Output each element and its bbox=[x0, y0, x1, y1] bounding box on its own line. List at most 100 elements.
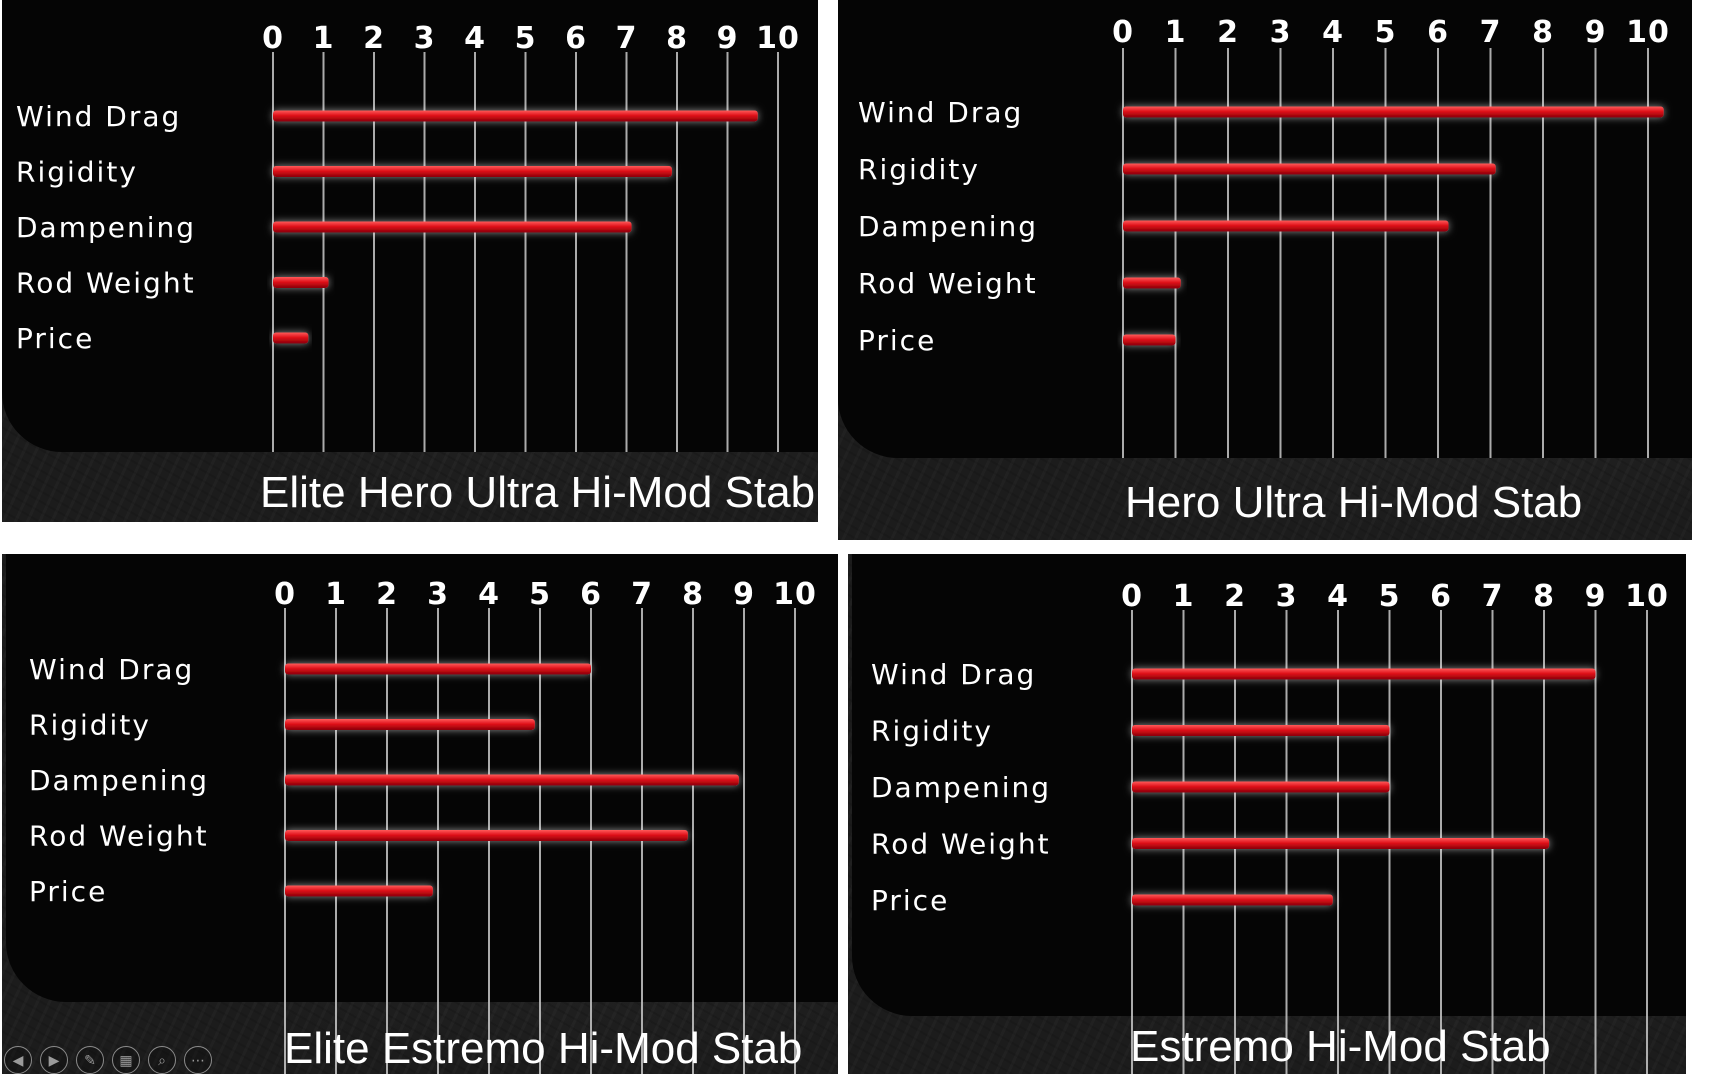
bar-chart: 0 1 2 3 4 5 6 7 8 9 10 Wind Drag Rigidity Dampening Ro… bbox=[858, 15, 1670, 458]
category-label: Dampening bbox=[871, 771, 1051, 804]
bar-wind-drag bbox=[285, 663, 591, 675]
x-tick-label: 5 bbox=[515, 21, 537, 56]
pen-icon[interactable]: ✎ bbox=[76, 1046, 104, 1074]
slideshow-controls: ◀ ▶ ✎ ▦ ⌕ ⋯ bbox=[4, 1046, 212, 1074]
bar-dampening bbox=[273, 221, 632, 233]
x-tick-label: 3 bbox=[1276, 579, 1298, 614]
bar-rod-weight bbox=[1132, 838, 1550, 849]
bar-wind-drag bbox=[1123, 106, 1664, 118]
x-tick-label: 3 bbox=[1270, 15, 1292, 50]
bar-price bbox=[1123, 334, 1176, 346]
category-label: Price bbox=[16, 322, 94, 355]
x-tick-label: 2 bbox=[376, 577, 398, 612]
category-label: Wind Drag bbox=[16, 100, 181, 133]
bar-rod-weight bbox=[285, 830, 688, 841]
bar-rigidity bbox=[1123, 163, 1496, 175]
category-label: Rod Weight bbox=[858, 267, 1038, 300]
slides-icon[interactable]: ▦ bbox=[112, 1046, 140, 1074]
x-tick-label: 4 bbox=[464, 21, 486, 56]
category-label: Rigidity bbox=[16, 156, 138, 189]
x-tick-label: 9 bbox=[1585, 579, 1607, 614]
x-tick-label: 0 bbox=[262, 21, 284, 56]
chart-title: Elite Estremo Hi-Mod Stab bbox=[284, 1024, 803, 1073]
bar-rod-weight bbox=[1123, 277, 1181, 289]
x-tick-label: 8 bbox=[1532, 15, 1554, 50]
bar-price bbox=[273, 332, 309, 344]
bar-rod-weight bbox=[273, 277, 329, 288]
bar-chart: 0 1 2 3 4 5 6 7 8 9 10 Wind Drag Rigidity Dampening Ro… bbox=[871, 579, 1669, 1074]
x-tick-label: 1 bbox=[325, 577, 347, 612]
x-tick-label: 2 bbox=[1217, 15, 1239, 50]
chart-panel-estremo: 0 1 2 3 4 5 6 7 8 9 10 Wind Drag Rigidity Dampening Ro… bbox=[848, 554, 1686, 1074]
x-tick-label: 9 bbox=[733, 577, 755, 612]
chart-panel-elite-hero-ultra: 0 1 2 3 4 5 6 7 8 9 10 Wind Drag Rigidity Dampening Ro… bbox=[2, 0, 818, 522]
x-tick-label: 10 bbox=[756, 21, 800, 56]
bar-price bbox=[285, 885, 433, 897]
x-tick-label: 7 bbox=[631, 577, 653, 612]
next-icon[interactable]: ▶ bbox=[40, 1046, 68, 1074]
chart-title: Elite Hero Ultra Hi-Mod Stab bbox=[260, 468, 816, 517]
category-label: Wind Drag bbox=[858, 96, 1023, 129]
x-tick-label: 9 bbox=[1585, 15, 1607, 50]
category-label: Price bbox=[871, 884, 949, 917]
bar-chart: 0 1 2 3 4 5 6 7 8 9 10 Wind Drag Rigidity Dampening Ro… bbox=[29, 577, 817, 1074]
x-tick-label: 8 bbox=[682, 577, 704, 612]
category-label: Rod Weight bbox=[871, 828, 1051, 861]
category-label: Dampening bbox=[29, 764, 209, 797]
x-tick-label: 10 bbox=[773, 577, 817, 612]
bar-dampening bbox=[285, 774, 739, 786]
x-tick-label: 0 bbox=[1121, 579, 1143, 614]
previous-icon[interactable]: ◀ bbox=[4, 1046, 32, 1074]
x-tick-label: 4 bbox=[478, 577, 500, 612]
category-label: Rigidity bbox=[871, 715, 993, 748]
x-tick-label: 2 bbox=[1224, 579, 1246, 614]
zoom-icon[interactable]: ⌕ bbox=[148, 1046, 176, 1074]
category-label: Rigidity bbox=[858, 153, 980, 186]
bar-rigidity bbox=[273, 166, 672, 177]
bar-rigidity bbox=[285, 719, 535, 730]
x-tick-label: 1 bbox=[1165, 15, 1187, 50]
x-tick-label: 1 bbox=[313, 21, 335, 56]
x-tick-label: 7 bbox=[1480, 15, 1502, 50]
x-tick-label: 0 bbox=[1112, 15, 1134, 50]
category-label: Rigidity bbox=[29, 709, 151, 742]
x-tick-label: 5 bbox=[1375, 15, 1397, 50]
bar-rigidity bbox=[1132, 725, 1390, 736]
x-tick-label: 8 bbox=[1533, 579, 1555, 614]
chart-panel-elite-estremo: 0 1 2 3 4 5 6 7 8 9 10 Wind Drag Rigidity Dampening Ro… bbox=[2, 554, 838, 1074]
x-tick-label: 8 bbox=[666, 21, 688, 56]
x-tick-label: 7 bbox=[616, 21, 638, 56]
x-tick-label: 0 bbox=[274, 577, 296, 612]
x-tick-label: 7 bbox=[1482, 579, 1504, 614]
category-label: Rod Weight bbox=[16, 267, 196, 300]
x-tick-label: 3 bbox=[427, 577, 449, 612]
chart-title: Hero Ultra Hi-Mod Stab bbox=[1125, 478, 1583, 527]
x-tick-label: 6 bbox=[1430, 579, 1452, 614]
x-tick-label: 1 bbox=[1173, 579, 1195, 614]
chart-panel-hero-ultra: 0 1 2 3 4 5 6 7 8 9 10 Wind Drag Rigidity Dampening Ro… bbox=[838, 0, 1692, 540]
category-label: Wind Drag bbox=[871, 658, 1036, 691]
category-label: Price bbox=[29, 875, 107, 908]
category-label: Dampening bbox=[858, 210, 1038, 243]
x-tick-label: 6 bbox=[1427, 15, 1449, 50]
more-icon[interactable]: ⋯ bbox=[184, 1046, 212, 1074]
bar-dampening bbox=[1123, 220, 1449, 232]
bar-wind-drag bbox=[273, 110, 758, 122]
bar-dampening bbox=[1132, 781, 1390, 793]
x-tick-label: 4 bbox=[1327, 579, 1349, 614]
x-tick-label: 6 bbox=[565, 21, 587, 56]
x-tick-label: 10 bbox=[1626, 15, 1670, 50]
bar-chart: 0 1 2 3 4 5 6 7 8 9 10 Wind Drag Rigidity Dampening Ro… bbox=[16, 21, 800, 452]
category-label: Rod Weight bbox=[29, 820, 209, 853]
category-label: Price bbox=[858, 324, 936, 357]
x-tick-label: 5 bbox=[1379, 579, 1401, 614]
bar-price bbox=[1132, 894, 1333, 906]
x-tick-label: 3 bbox=[414, 21, 436, 56]
category-label: Wind Drag bbox=[29, 653, 194, 686]
x-tick-label: 10 bbox=[1625, 579, 1669, 614]
x-tick-label: 6 bbox=[580, 577, 602, 612]
x-tick-label: 5 bbox=[529, 577, 551, 612]
chart-title: Estremo Hi-Mod Stab bbox=[1130, 1022, 1551, 1071]
category-label: Dampening bbox=[16, 211, 196, 244]
